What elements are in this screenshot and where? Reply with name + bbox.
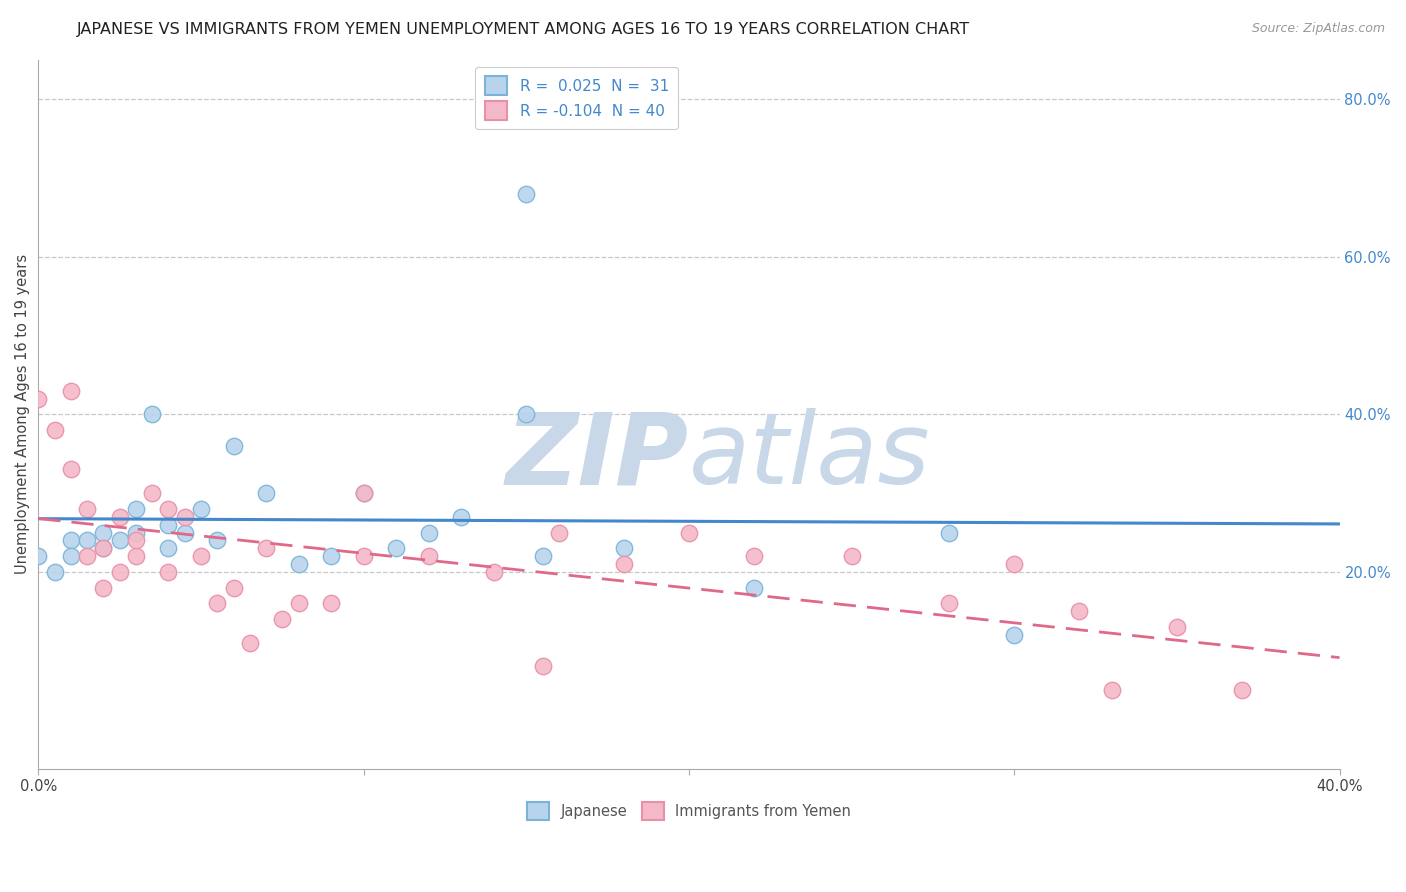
Point: [353, 486, 375, 500]
Point: [27, 392, 49, 406]
Point: [515, 186, 537, 201]
Point: [515, 407, 537, 421]
Point: [76, 501, 98, 516]
Point: [173, 525, 195, 540]
Point: [450, 509, 472, 524]
Point: [59, 384, 82, 398]
Point: [1069, 604, 1091, 618]
Point: [482, 565, 505, 579]
Point: [1166, 620, 1188, 634]
Point: [239, 636, 262, 650]
Point: [125, 501, 148, 516]
Point: [742, 549, 765, 563]
Point: [418, 525, 440, 540]
Point: [1002, 628, 1025, 642]
Point: [353, 549, 375, 563]
Point: [93, 541, 115, 556]
Point: [271, 612, 294, 626]
Point: [613, 557, 636, 571]
Point: [742, 581, 765, 595]
Point: [287, 597, 309, 611]
Point: [254, 486, 277, 500]
Point: [108, 509, 131, 524]
Y-axis label: Unemployment Among Ages 16 to 19 years: Unemployment Among Ages 16 to 19 years: [15, 254, 30, 574]
Point: [190, 549, 212, 563]
Point: [190, 501, 212, 516]
Point: [1230, 683, 1253, 698]
Text: atlas: atlas: [689, 409, 931, 506]
Point: [141, 486, 163, 500]
Point: [44, 565, 66, 579]
Point: [108, 565, 131, 579]
Point: [531, 549, 554, 563]
Point: [418, 549, 440, 563]
Point: [125, 525, 148, 540]
Point: [841, 549, 863, 563]
Point: [287, 557, 309, 571]
Point: [1101, 683, 1123, 698]
Point: [59, 533, 82, 548]
Point: [938, 597, 960, 611]
Point: [157, 501, 180, 516]
Point: [254, 541, 277, 556]
Point: [157, 517, 180, 532]
Point: [76, 533, 98, 548]
Point: [125, 549, 148, 563]
Point: [157, 541, 180, 556]
Point: [613, 541, 636, 556]
Point: [76, 549, 98, 563]
Point: [93, 541, 115, 556]
Point: [27, 549, 49, 563]
Text: JAPANESE VS IMMIGRANTS FROM YEMEN UNEMPLOYMENT AMONG AGES 16 TO 19 YEARS CORRELA: JAPANESE VS IMMIGRANTS FROM YEMEN UNEMPL…: [77, 22, 970, 37]
Point: [173, 509, 195, 524]
Point: [547, 525, 569, 540]
Point: [93, 581, 115, 595]
Point: [59, 549, 82, 563]
Point: [531, 659, 554, 673]
Point: [319, 549, 342, 563]
Point: [59, 462, 82, 476]
Point: [141, 407, 163, 421]
Point: [93, 525, 115, 540]
Point: [319, 597, 342, 611]
Text: ZIP: ZIP: [506, 409, 689, 506]
Point: [353, 486, 375, 500]
Point: [207, 597, 229, 611]
Point: [222, 581, 245, 595]
Point: [44, 423, 66, 437]
Point: [108, 533, 131, 548]
Point: [207, 533, 229, 548]
Text: Source: ZipAtlas.com: Source: ZipAtlas.com: [1251, 22, 1385, 36]
Point: [125, 533, 148, 548]
Point: [222, 439, 245, 453]
Point: [385, 541, 408, 556]
Legend: Japanese, Immigrants from Yemen: Japanese, Immigrants from Yemen: [522, 796, 856, 825]
Point: [678, 525, 700, 540]
Point: [1002, 557, 1025, 571]
Point: [157, 565, 180, 579]
Point: [938, 525, 960, 540]
